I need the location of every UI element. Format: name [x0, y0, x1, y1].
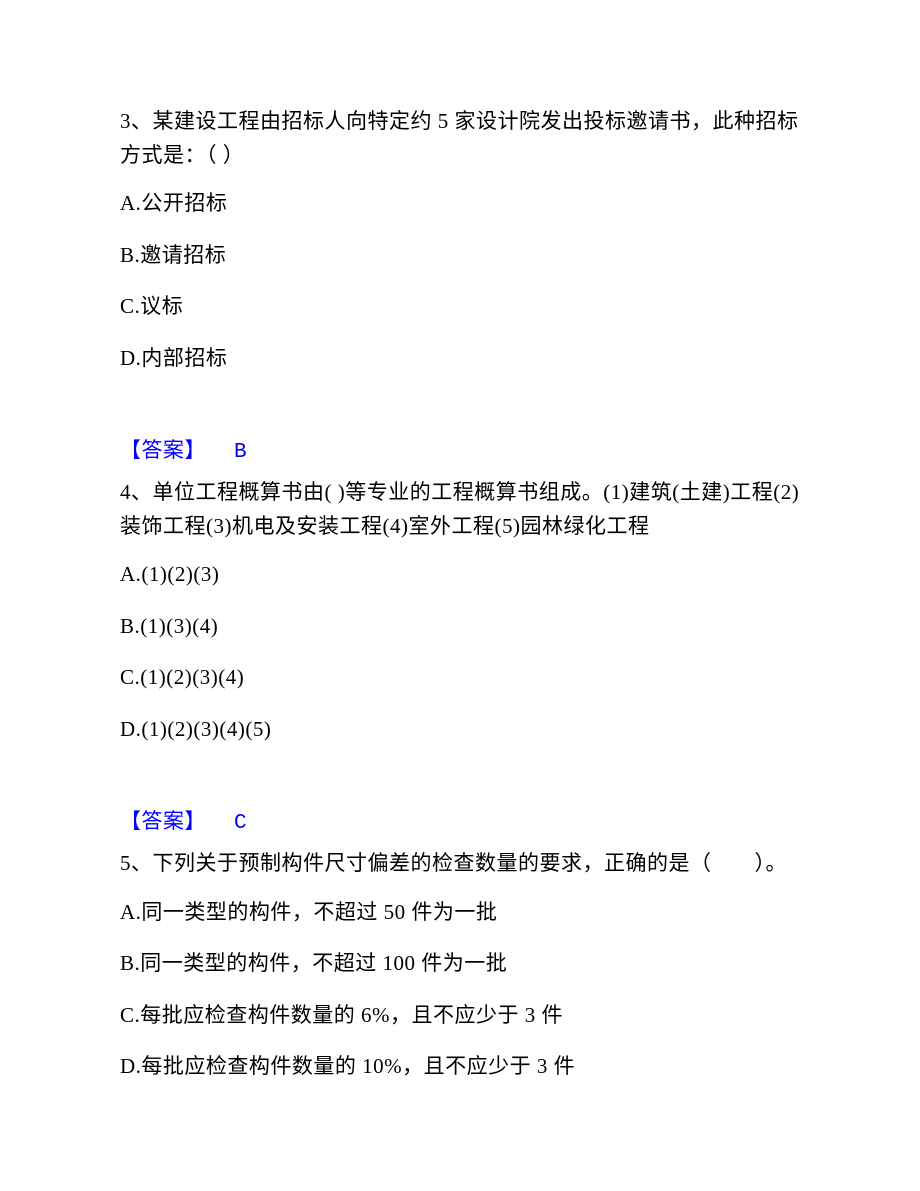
exam-page: 3、某建设工程由招标人向特定约 5 家设计院发出投标邀请书，此种招标方式是：（ … — [0, 0, 920, 1191]
answer-label: 【答案】 — [120, 809, 206, 833]
question-5-option-b: B.同一类型的构件，不超过 100 件为一批 — [120, 948, 800, 980]
answer-value: B — [234, 441, 247, 464]
question-4-option-a: A.(1)(2)(3) — [120, 559, 800, 591]
question-4-option-c: C.(1)(2)(3)(4) — [120, 662, 800, 694]
question-4-stem: 4、单位工程概算书由( )等专业的工程概算书组成。(1)建筑(土建)工程(2)装… — [120, 476, 800, 543]
question-5-option-a: A.同一类型的构件，不超过 50 件为一批 — [120, 897, 800, 929]
question-3-stem: 3、某建设工程由招标人向特定约 5 家设计院发出投标邀请书，此种招标方式是：（ … — [120, 105, 800, 172]
question-5-option-c: C.每批应检查构件数量的 6%，且不应少于 3 件 — [120, 1000, 800, 1032]
question-3-option-a: A.公开招标 — [120, 188, 800, 220]
question-5-option-d: D.每批应检查构件数量的 10%，且不应少于 3 件 — [120, 1051, 800, 1083]
question-3-option-d: D.内部招标 — [120, 343, 800, 375]
question-3-option-b: B.邀请招标 — [120, 240, 800, 272]
question-5-stem: 5、下列关于预制构件尺寸偏差的检查数量的要求，正确的是（ ）。 — [120, 847, 800, 881]
answer-label: 【答案】 — [120, 438, 206, 462]
question-4-option-d: D.(1)(2)(3)(4)(5) — [120, 714, 800, 746]
question-3-answer: 【答案】 B — [120, 434, 800, 464]
question-4-option-b: B.(1)(3)(4) — [120, 611, 800, 643]
question-3-option-c: C.议标 — [120, 291, 800, 323]
answer-value: C — [234, 812, 247, 835]
question-4-answer: 【答案】 C — [120, 805, 800, 835]
